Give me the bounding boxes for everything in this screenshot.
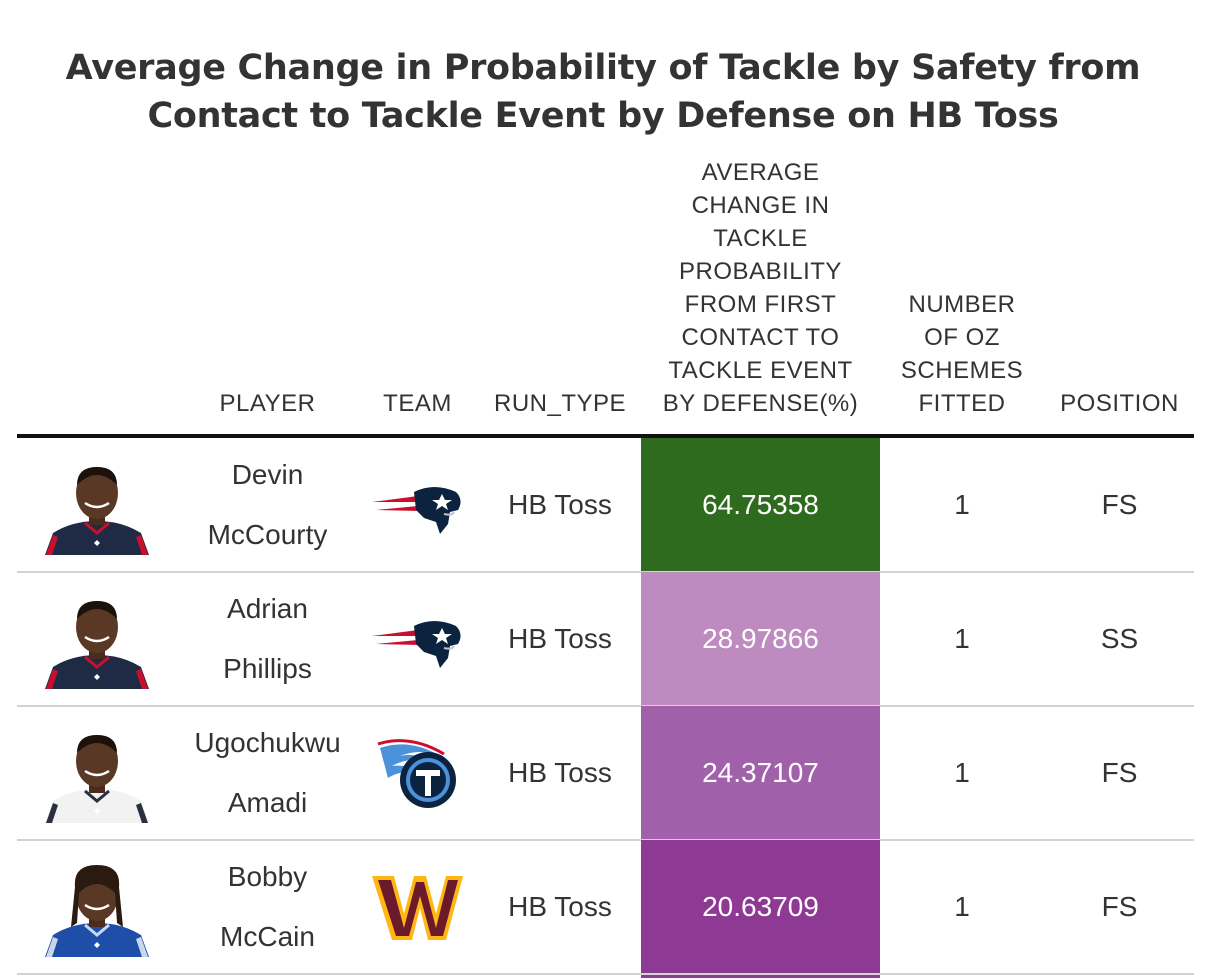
tennessee-titans-logo-icon [377, 739, 456, 808]
schemes-fitted-cell: 1 [954, 623, 970, 654]
header-avg-change-line: TACKLE [713, 225, 808, 252]
player-name-line: Amadi [227, 787, 308, 818]
team-logo-cell [365, 572, 470, 706]
avg-change-value-cell: 64.75358 [641, 438, 880, 572]
header-position-line: POSITION [1060, 390, 1179, 417]
position-cell: FS [1101, 891, 1138, 922]
header-player-line: PLAYER [219, 390, 316, 417]
header-avg-change-line: PROBABILITY [679, 258, 842, 285]
table-row: Adrian Phillips HB Toss 28.97866 1 SS [17, 572, 1194, 706]
player-headshot-image [45, 865, 149, 957]
player-headshot-image [45, 467, 149, 555]
position-cell: FS [1101, 489, 1138, 520]
table-row: Devin McCourty HB Toss 64.75358 1 FS [17, 438, 1194, 572]
team-logo-cell [365, 438, 470, 572]
schemes-fitted-cell: 1 [954, 891, 970, 922]
header-run-type-line: RUN_TYPE [493, 390, 627, 417]
header-divider [17, 434, 1194, 438]
header-team-line: TEAM [383, 390, 452, 417]
player-name-cell: Ugochukwu Amadi [190, 706, 345, 840]
row-divider [17, 839, 1194, 841]
run-type-cell: HB Toss [508, 757, 612, 788]
player-headshot-cell [17, 438, 177, 572]
player-name-line: McCourty [207, 519, 328, 550]
avg-change-value-cell: 24.37107 [641, 706, 880, 840]
header-schemes-line: SCHEMES [900, 357, 1024, 384]
player-headshot-image [45, 601, 149, 689]
position-cell: FS [1101, 757, 1138, 788]
position-cell: SS [1100, 623, 1139, 654]
player-name-line: Phillips [223, 653, 312, 684]
header-avg-change-line: CHANGE IN [691, 192, 830, 219]
player-headshot-image [45, 735, 149, 823]
header-avg-change-line: FROM FIRST [684, 291, 837, 318]
player-name-line: Devin [231, 459, 304, 490]
header-schemes-line: FITTED [918, 390, 1006, 417]
table-row: Bobby McCain HB Toss 20.63709 1 FS [17, 840, 1194, 974]
header-avg-change-line: BY DEFENSE(%) [662, 390, 859, 417]
header-avg-change-line: AVERAGE [701, 159, 820, 186]
player-name-cell: Adrian Phillips [190, 572, 345, 706]
run-type-cell: HB Toss [508, 891, 612, 922]
avg-change-value-cell: 28.97866 [641, 572, 880, 706]
row-divider [17, 973, 1194, 975]
washington-commanders-logo-icon [372, 876, 463, 940]
player-name-cell: Devin McCourty [190, 438, 345, 572]
player-name-line: Bobby [227, 861, 308, 892]
schemes-fitted-cell: 1 [954, 757, 970, 788]
player-name-cell: Bobby McCain [190, 840, 345, 974]
new-england-patriots-logo-icon [372, 621, 461, 668]
player-name-line: McCain [220, 921, 315, 952]
player-headshot-cell [17, 706, 177, 840]
new-england-patriots-logo-icon [372, 487, 461, 534]
team-logo-cell [365, 706, 470, 840]
schemes-fitted-cell: 1 [954, 489, 970, 520]
player-name-line: Ugochukwu [194, 727, 341, 758]
run-type-cell: HB Toss [508, 623, 612, 654]
header-schemes-line: OF OZ [924, 324, 1000, 351]
title-line-2: Contact to Tackle Event by Defense on HB… [147, 96, 1059, 136]
player-headshot-cell [17, 840, 177, 974]
table-row: Ugochukwu Amadi HB Toss 24.37107 1 FS [17, 706, 1194, 840]
header-avg-change-line: CONTACT TO [681, 324, 840, 351]
header-avg-change-line: TACKLE EVENT [668, 357, 853, 384]
row-divider [17, 571, 1194, 573]
team-logo-cell [365, 840, 470, 974]
player-headshot-cell [17, 572, 177, 706]
avg-change-value-cell: 20.63709 [641, 840, 880, 974]
row-divider [17, 705, 1194, 707]
player-name-line: Adrian [227, 593, 308, 624]
run-type-cell: HB Toss [508, 489, 612, 520]
header-schemes-line: NUMBER [908, 291, 1016, 318]
title-line-1: Average Change in Probability of Tackle … [65, 48, 1141, 88]
partial-row-heat-cell [641, 975, 880, 978]
